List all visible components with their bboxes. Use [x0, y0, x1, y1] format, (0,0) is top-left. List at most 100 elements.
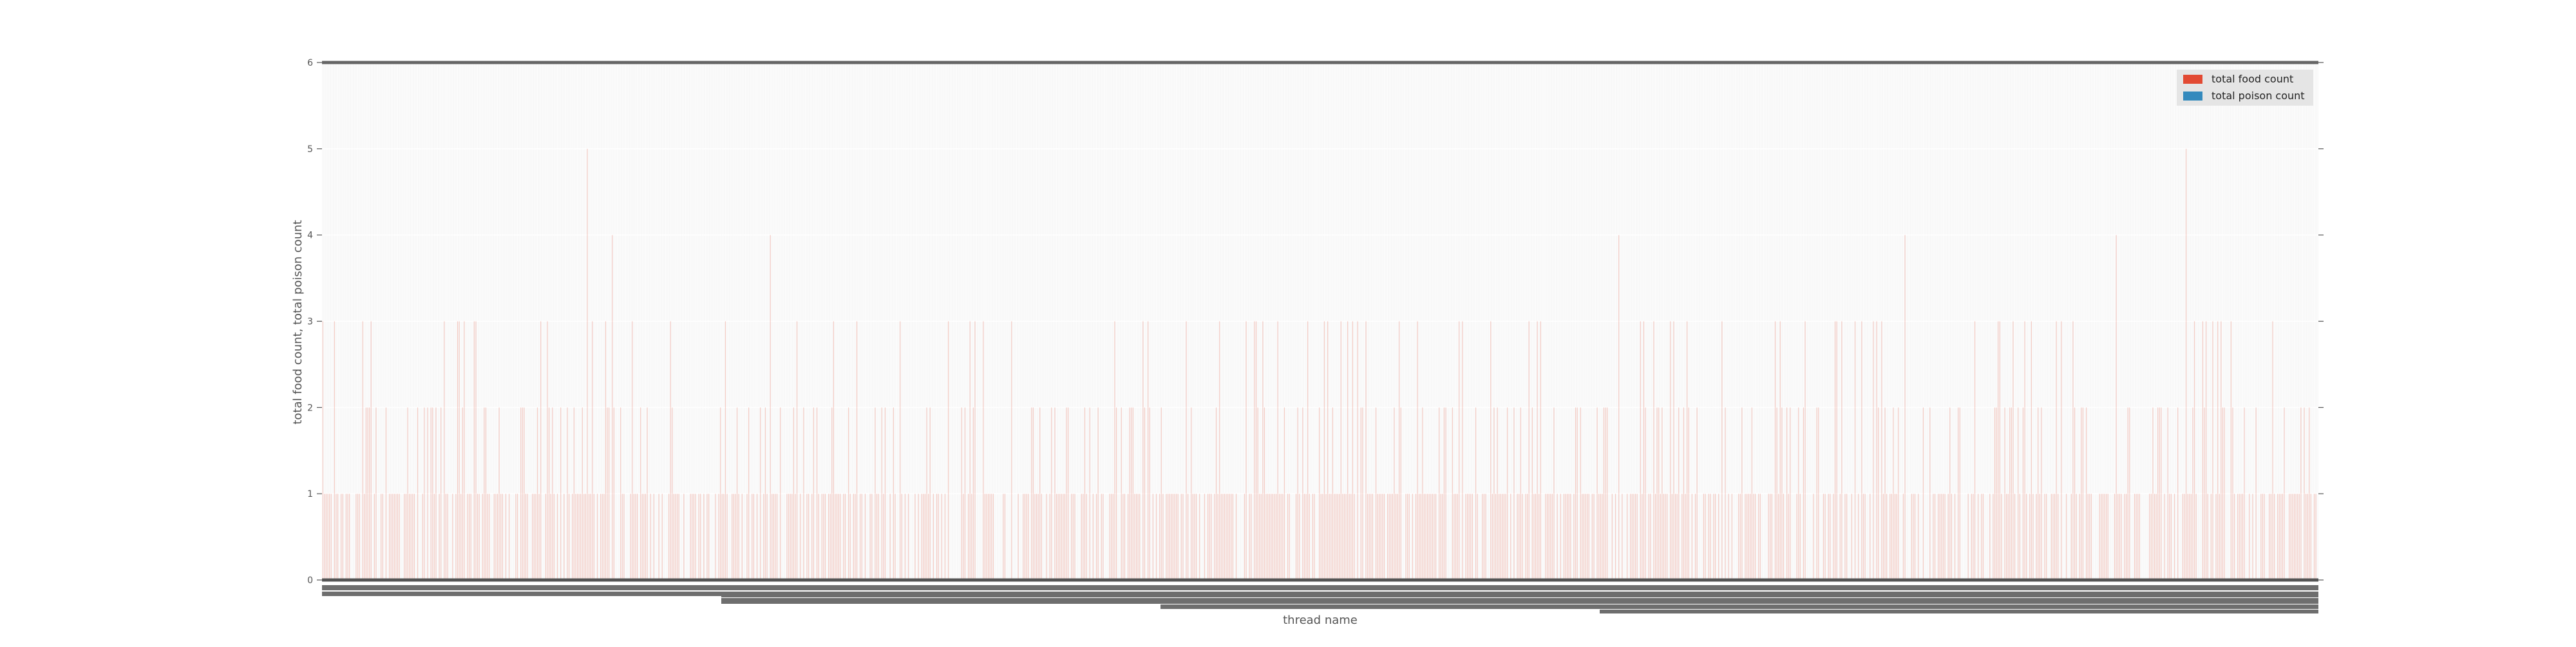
y-tick-label: 0: [307, 575, 313, 586]
bar-total-food-count: [1824, 494, 1826, 580]
bar-total-food-count: [2054, 494, 2056, 580]
bar-total-food-count: [1182, 494, 1184, 580]
bars: [322, 148, 2316, 581]
bar-total-food-count: [1783, 494, 1785, 580]
bar-total-food-count: [764, 407, 766, 580]
bar-total-food-count: [844, 494, 846, 580]
bar-total-food-count: [1347, 321, 1349, 580]
bar-total-food-count: [2076, 494, 2077, 580]
bar-total-food-count: [1031, 407, 1032, 580]
bar-total-food-count: [2193, 321, 2195, 580]
bar-total-food-count: [2079, 494, 2080, 580]
bar-total-food-count: [1748, 494, 1749, 580]
bar-total-food-count: [703, 494, 705, 580]
bar-total-food-count: [1944, 494, 1946, 580]
bar-total-food-count: [439, 494, 440, 580]
bar-total-food-count: [1941, 494, 1942, 580]
bar-total-food-count: [2232, 407, 2233, 580]
bar-total-food-count: [853, 494, 854, 580]
bar-total-food-count: [462, 407, 463, 580]
bar-total-food-count: [1841, 321, 1842, 580]
bar-total-food-count: [2026, 494, 2027, 580]
bar-total-food-count: [477, 494, 478, 580]
bar-total-food-count: [806, 494, 808, 580]
bar-total-food-count: [601, 494, 603, 580]
bar-total-food-count: [359, 494, 360, 580]
bar-total-food-count: [572, 494, 573, 580]
bar-total-food-count: [1493, 407, 1495, 580]
bar-total-food-count: [2192, 407, 2193, 580]
bar-total-food-count: [2190, 494, 2192, 580]
bar-total-food-count: [552, 407, 553, 580]
bar-total-food-count: [1507, 407, 1508, 580]
bar-total-food-count: [2297, 494, 2298, 580]
bar-total-food-count: [603, 494, 605, 580]
bar-total-food-count: [493, 494, 495, 580]
bar-total-food-count: [1057, 494, 1059, 580]
bar-total-food-count: [1265, 494, 1267, 580]
bar-total-food-count: [876, 494, 878, 580]
bar-total-food-count: [1981, 494, 1982, 580]
bar-total-food-count: [2137, 494, 2139, 580]
bar-total-food-count: [1678, 407, 1680, 580]
bar-total-food-count: [1302, 407, 1303, 580]
bar-total-food-count: [1175, 494, 1177, 580]
bar-total-food-count: [683, 494, 685, 580]
bar-total-food-count: [803, 407, 804, 580]
bar-total-food-count: [1786, 407, 1788, 580]
bar-total-food-count: [741, 494, 743, 580]
bar-total-food-count: [556, 494, 558, 580]
legend-swatch-total-poison-count: [2183, 92, 2202, 101]
bar-total-food-count: [455, 494, 457, 580]
bar-total-food-count: [869, 494, 871, 580]
bar-total-food-count: [1636, 494, 1638, 580]
bar-total-food-count: [1245, 321, 1247, 580]
bar-total-food-count: [2006, 494, 2007, 580]
bar-total-food-count: [933, 494, 934, 580]
legend: total food count total poison count: [2177, 70, 2313, 106]
bar-total-food-count: [522, 407, 523, 580]
bar-total-food-count: [545, 494, 547, 580]
bar-total-food-count: [1951, 494, 1952, 580]
bar-total-food-count: [2282, 494, 2284, 580]
bar-total-food-count: [1121, 407, 1122, 580]
bar-total-food-count: [889, 494, 891, 580]
bar-total-food-count: [2124, 494, 2125, 580]
y-tick-label: 6: [307, 58, 313, 68]
bar-total-food-count: [1528, 321, 1530, 580]
bar-total-food-count: [1804, 321, 1806, 580]
bar-total-food-count: [1839, 494, 1841, 580]
bar-total-food-count: [538, 494, 540, 580]
bar-total-food-count: [576, 494, 578, 580]
bar-total-food-count: [1382, 494, 1383, 580]
bar-total-food-count: [2300, 407, 2302, 580]
bar-total-food-count: [1585, 494, 1586, 580]
bar-total-food-count: [397, 494, 399, 580]
bar-total-food-count: [1034, 494, 1036, 580]
bar-total-food-count: [2029, 494, 2031, 580]
bar-total-food-count: [2152, 407, 2154, 580]
bar-total-food-count: [1505, 494, 1506, 580]
bar-total-food-count: [1618, 235, 1620, 581]
bar-total-food-count: [1139, 494, 1141, 580]
bar-total-food-count: [1249, 494, 1250, 580]
bar-total-food-count: [1694, 494, 1696, 580]
bar-total-food-count: [2252, 494, 2253, 580]
bar-total-food-count: [1407, 494, 1408, 580]
bar-total-food-count: [2004, 407, 2005, 580]
bar-total-food-count: [1653, 321, 1654, 580]
bar-total-food-count: [498, 407, 500, 580]
bar-total-food-count: [2219, 494, 2220, 580]
bar-total-food-count: [1497, 407, 1498, 580]
bar-total-food-count: [460, 494, 462, 580]
bar-total-food-count: [349, 494, 350, 580]
bar-total-food-count: [1370, 494, 1372, 580]
bar-total-food-count: [375, 407, 377, 580]
bar-total-food-count: [1259, 494, 1260, 580]
bar-total-food-count: [447, 494, 448, 580]
bar-total-food-count: [620, 407, 621, 580]
bar-total-food-count: [1535, 494, 1537, 580]
grid-lines: [322, 62, 2318, 581]
bar-total-food-count: [1122, 494, 1124, 580]
